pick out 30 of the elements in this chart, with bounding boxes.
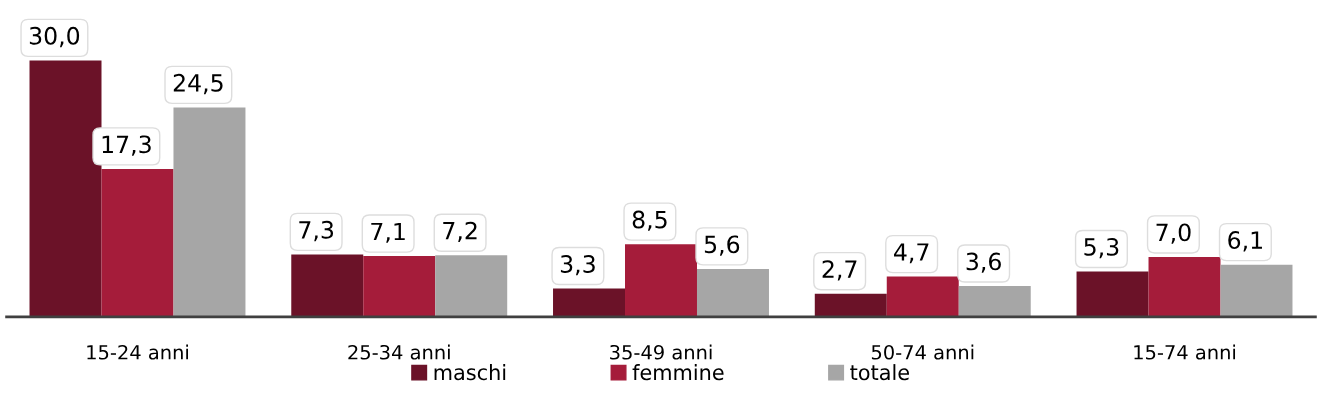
data-label: 30,0 <box>29 26 80 48</box>
data-label: 3,3 <box>560 255 595 276</box>
legend-label: maschi <box>434 364 506 381</box>
data-label: 5,6 <box>704 235 740 256</box>
data-label: 2,7 <box>822 260 857 281</box>
bar <box>29 60 102 317</box>
data-label: 4,7 <box>894 243 929 264</box>
x-tick-label: 25-34 anni <box>348 344 450 360</box>
data-label: 8,5 <box>632 210 667 231</box>
bar <box>435 255 508 317</box>
x-tick-label: 15-74 anni <box>1134 344 1236 360</box>
data-label: 24,5 <box>173 73 223 95</box>
x-tick-label: 15-24 anni <box>87 344 188 360</box>
bar <box>625 244 697 317</box>
x-tick-label: 50-74 anni <box>871 344 974 360</box>
legend-label: totale <box>850 364 909 381</box>
data-label: 5,3 <box>1084 237 1119 259</box>
bar <box>363 256 436 317</box>
x-tick-label: 35-49 anni <box>610 344 712 360</box>
data-label: 7,0 <box>1156 223 1191 244</box>
data-label: 7,2 <box>443 221 477 242</box>
data-label: 3,6 <box>966 252 1001 273</box>
bar <box>291 254 364 317</box>
legend-label: femmine <box>632 364 724 381</box>
bar <box>173 107 246 317</box>
data-label: 6,1 <box>1228 231 1262 252</box>
data-label: 7,1 <box>371 222 405 243</box>
data-label: 17,3 <box>102 135 151 156</box>
data-label: 7,3 <box>299 220 334 242</box>
bar <box>958 286 1031 317</box>
